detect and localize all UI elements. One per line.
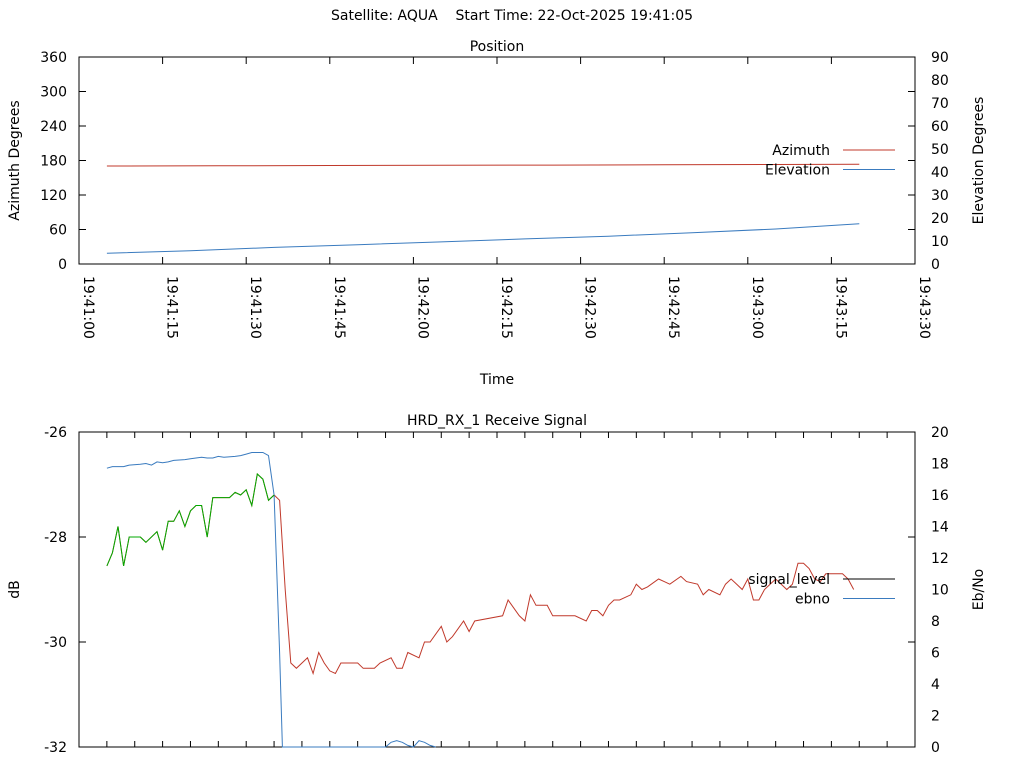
y-tick-label: 0 (58, 257, 67, 273)
x-tick-label: 19:41:00 (80, 276, 96, 339)
y-tick-label: 300 (40, 85, 67, 101)
legend-label: Elevation (765, 163, 830, 179)
y-axis-label: Azimuth Degrees (7, 100, 23, 220)
x-tick-label: 19:42:45 (665, 276, 681, 339)
y2-tick-label: 20 (931, 211, 949, 227)
y2-tick-label: 0 (931, 257, 940, 273)
series-line-Elevation (106, 223, 860, 254)
x-tick-label: 19:42:00 (414, 276, 430, 339)
y2-tick-label: 10 (931, 583, 949, 599)
series-line-signal_level (106, 473, 855, 676)
x-tick-label: 19:41:30 (247, 276, 263, 339)
y2-tick-label: 6 (931, 646, 940, 662)
series-line-ebno (106, 452, 436, 748)
y2-tick-label: 40 (931, 165, 949, 181)
page-title: Satellite: AQUA Start Time: 22-Oct-2025 … (330, 8, 694, 24)
x-tick-label: 19:43:00 (749, 276, 765, 339)
x-tick-label: 19:43:15 (832, 276, 848, 339)
y2-tick-label: 0 (931, 740, 940, 756)
y2-tick-label: 60 (931, 119, 949, 135)
y-tick-label: -28 (44, 530, 67, 546)
y2-tick-label: 4 (931, 677, 940, 693)
y-tick-label: 240 (40, 119, 67, 135)
plot-title: HRD_RX_1 Receive Signal (407, 413, 587, 429)
y-tick-label: 360 (40, 50, 67, 66)
y2-axis-label: Elevation Degrees (971, 97, 987, 225)
series-line-unnamed-2 (106, 473, 275, 567)
y2-tick-label: 50 (931, 142, 949, 158)
plot-title: Position (470, 39, 525, 55)
y2-tick-label: 30 (931, 188, 949, 204)
series-line-Azimuth (106, 163, 860, 167)
x-axis-label: Time (479, 372, 514, 388)
y-tick-label: 180 (40, 154, 67, 170)
y2-tick-label: 70 (931, 96, 949, 112)
x-tick-label: 19:41:15 (164, 276, 180, 339)
plot-frame (78, 431, 916, 748)
y-axis-label: dB (7, 580, 23, 599)
y-tick-label: -30 (44, 635, 67, 651)
y-tick-label: 60 (49, 223, 67, 239)
x-tick-label: 19:42:30 (582, 276, 598, 339)
y-tick-label: -32 (44, 740, 67, 756)
y2-tick-label: 2 (931, 709, 940, 725)
x-tick-label: 19:42:15 (498, 276, 514, 339)
y2-tick-label: 10 (931, 234, 949, 250)
y-tick-label: -26 (44, 425, 67, 441)
y2-tick-label: 90 (931, 50, 949, 66)
y-tick-label: 120 (40, 188, 67, 204)
y2-tick-label: 18 (931, 457, 949, 473)
legend-label: ebno (795, 592, 830, 608)
y2-tick-label: 14 (931, 520, 949, 536)
y2-tick-label: 12 (931, 551, 949, 567)
legend-label: signal_level (748, 572, 830, 588)
x-tick-label: 19:43:30 (916, 276, 932, 339)
y2-tick-label: 8 (931, 614, 940, 630)
y2-tick-label: 80 (931, 73, 949, 89)
y2-tick-label: 16 (931, 488, 949, 504)
y2-axis-label: Eb/No (971, 569, 987, 611)
x-tick-label: 19:41:45 (331, 276, 347, 339)
y2-tick-label: 20 (931, 425, 949, 441)
legend-label: Azimuth (772, 143, 830, 159)
plot-frame (78, 56, 916, 265)
